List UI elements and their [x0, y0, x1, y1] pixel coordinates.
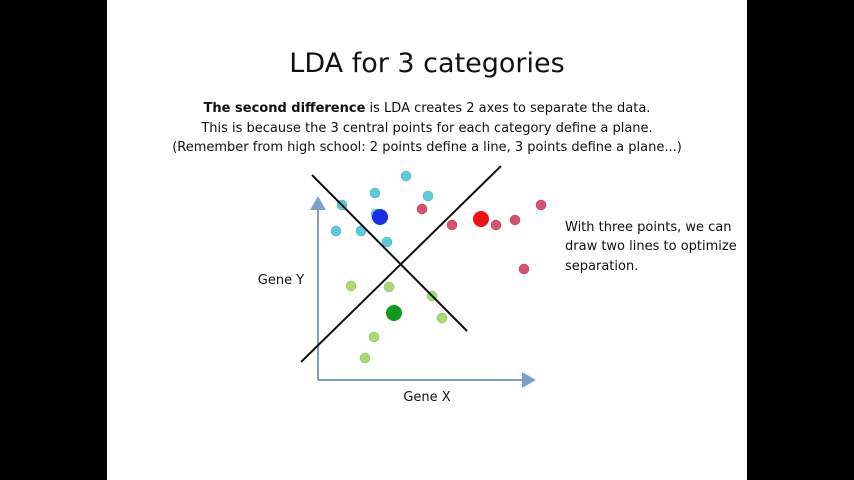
- body-line: The second difference is LDA creates 2 a…: [204, 101, 651, 116]
- y-axis-label: Gene Y: [258, 273, 304, 288]
- red-center: [473, 211, 489, 227]
- red-points: [416, 199, 547, 275]
- slide-title: LDA for 3 categories: [289, 48, 564, 79]
- body-bold: The second difference: [204, 101, 366, 116]
- body-text: is LDA creates 2 axes to separate the da…: [365, 101, 650, 116]
- separation-line: [300, 165, 502, 363]
- note-line: separation.: [565, 259, 638, 274]
- body-line: (Remember from high school: 2 points def…: [172, 140, 682, 155]
- note-line: With three points, we can: [565, 220, 731, 235]
- note-line: draw two lines to optimize: [565, 239, 737, 254]
- blue-center: [372, 209, 388, 225]
- green-center: [386, 305, 402, 321]
- x-axis-label: Gene X: [403, 390, 450, 405]
- separation-line: [311, 174, 468, 332]
- body-line: This is because the 3 central points for…: [200, 121, 652, 136]
- slide: [107, 0, 747, 480]
